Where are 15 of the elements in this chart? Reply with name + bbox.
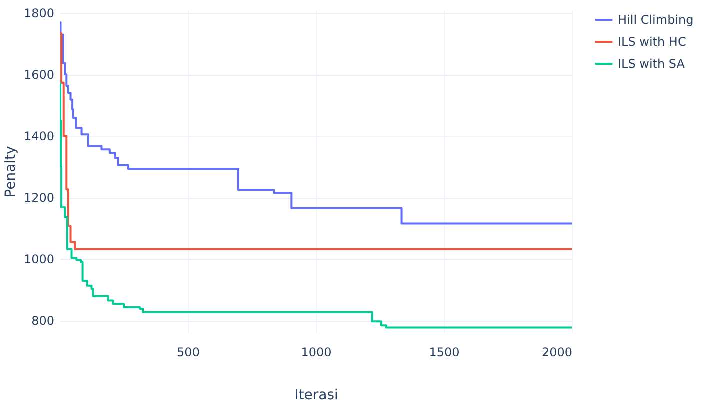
x-axis-title: Iterasi — [294, 388, 338, 404]
x-tick-label: 1000 — [301, 346, 332, 360]
y-tick-label: 1000 — [24, 252, 54, 267]
legend-label: ILS with HC — [618, 35, 686, 49]
y-tick-label: 800 — [32, 314, 54, 328]
legend-label: ILS with SA — [618, 57, 686, 71]
x-tick-label: 500 — [177, 346, 200, 360]
y-axis-title: Penalty — [2, 146, 19, 198]
x-tick-label: 2000 — [542, 346, 572, 360]
y-tick-label: 1600 — [24, 68, 54, 82]
legend-label: Hill Climbing — [618, 13, 694, 27]
y-tick-label: 1800 — [24, 6, 54, 21]
y-tick-label: 1400 — [24, 130, 54, 144]
x-tick-label: 1500 — [429, 346, 460, 360]
y-tick-label: 1200 — [24, 191, 54, 206]
